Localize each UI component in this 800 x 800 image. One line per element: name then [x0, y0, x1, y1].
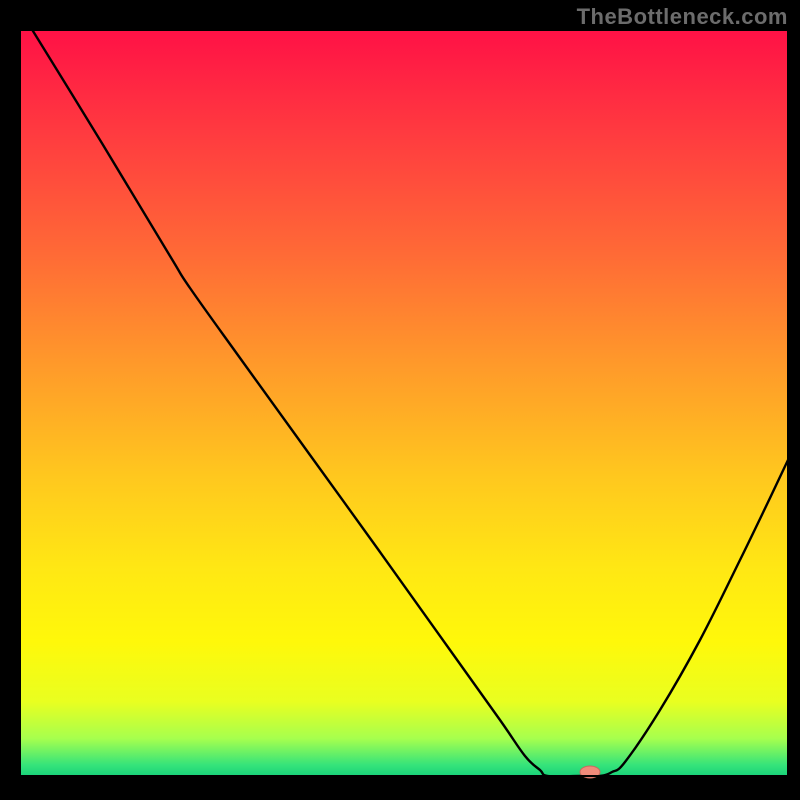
watermark-label: TheBottleneck.com: [577, 4, 788, 30]
chart-plot-background: [20, 30, 788, 776]
chart-svg: [0, 0, 800, 800]
bottleneck-chart: TheBottleneck.com: [0, 0, 800, 800]
